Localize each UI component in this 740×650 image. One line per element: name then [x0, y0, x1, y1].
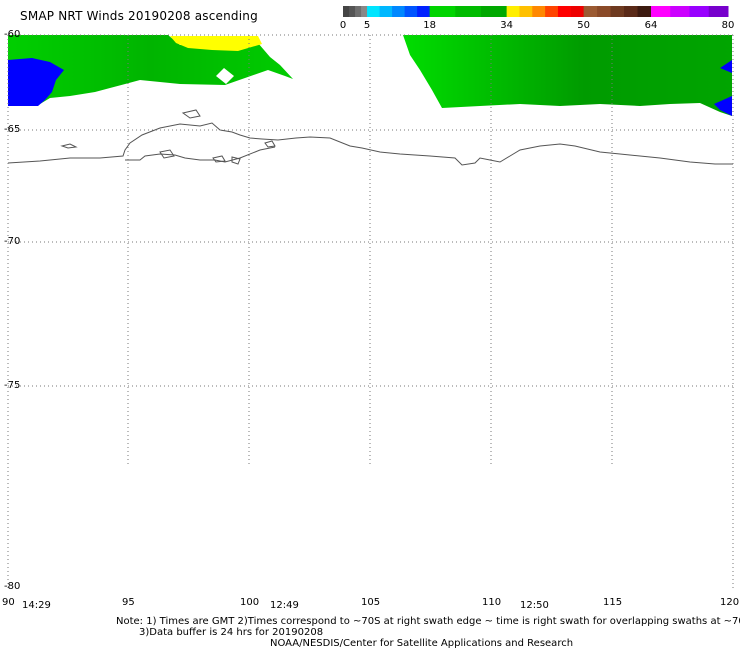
colorbar-label-64: 64 — [644, 20, 658, 31]
colorbar-swatch-0-2 — [355, 6, 362, 17]
lon-label-95: 95 — [122, 597, 135, 608]
small-island-1 — [60, 143, 78, 149]
coast-inlet — [125, 146, 276, 163]
colorbar-label-50: 50 — [577, 20, 590, 31]
colorbar-swatch-3-4 — [557, 6, 572, 17]
lon-label-120: 120 — [720, 597, 740, 608]
colorbar-swatch-5-0 — [651, 6, 671, 17]
lon-label-105: 105 — [361, 597, 381, 608]
colorbar-swatch-4-4 — [637, 6, 652, 17]
colorbar-label-5: 5 — [363, 20, 371, 31]
right-swath-green — [403, 35, 732, 116]
right-wind-swath — [403, 35, 732, 116]
colorbar-swatch-5-1 — [670, 6, 690, 17]
colorbar-swatch-1-4 — [417, 6, 431, 17]
colorbar-label-0: 0 — [339, 20, 347, 31]
colorbar-swatch-3-3 — [545, 6, 559, 17]
colorbar-swatch-3-5 — [570, 6, 585, 17]
colorbar-swatch-0-0 — [343, 6, 350, 17]
left-wind-swath — [8, 35, 293, 106]
small-island-2 — [181, 109, 201, 119]
time-label-1: 14:29 — [22, 600, 51, 611]
colorbar-swatch-5-2 — [689, 6, 710, 17]
colorbar-swatch-0-1 — [349, 6, 356, 17]
colorbar-swatch-0-3 — [361, 6, 368, 17]
time-label-3: 12:50 — [520, 600, 549, 611]
lat-label-70: -70 — [4, 236, 21, 247]
grid — [7, 34, 734, 590]
colorbar-swatch-3-1 — [519, 6, 533, 17]
colorbar-swatch-2-2 — [480, 6, 508, 17]
lon-label-90: 90 — [2, 597, 15, 608]
lat-label-80: -80 — [4, 581, 21, 592]
time-label-2: 12:49 — [270, 600, 299, 611]
left-swath-yellow — [170, 36, 262, 51]
colorbar-swatch-3-2 — [532, 6, 546, 17]
colorbar-swatch-1-0 — [367, 6, 381, 17]
lat-label-65: -65 — [4, 124, 21, 135]
note-line-2: 3)Data buffer is 24 hrs for 20190208 — [139, 627, 324, 638]
colorbar-label-80: 80 — [721, 20, 735, 31]
left-swath-green — [8, 35, 293, 104]
colorbar-swatch-4-0 — [583, 6, 598, 17]
note-line-3: NOAA/NESDIS/Center for Satellite Applica… — [270, 638, 574, 649]
colorbar-swatch-2-1 — [455, 6, 482, 17]
colorbar-swatch-1-3 — [404, 6, 418, 17]
colorbar-swatch-5-3 — [708, 6, 729, 17]
coastline — [7, 109, 733, 166]
lat-label-75: -75 — [4, 380, 21, 391]
colorbar-swatch-4-3 — [624, 6, 639, 17]
map-title: SMAP NRT Winds 20190208 ascending — [20, 9, 258, 23]
colorbar-swatch-4-1 — [597, 6, 612, 17]
lat-label-60: -60 — [4, 29, 21, 40]
note-line-1: Note: 1) Times are GMT 2)Times correspon… — [116, 616, 740, 627]
colorbar-label-18: 18 — [423, 20, 436, 31]
right-swath-blue-upper — [720, 60, 732, 73]
lon-label-100: 100 — [240, 597, 260, 608]
lon-label-115: 115 — [603, 597, 623, 608]
small-island-3 — [159, 149, 175, 159]
right-swath-blue-lower — [714, 96, 732, 116]
colorbar-swatch-3-0 — [506, 6, 520, 17]
lon-label-110: 110 — [482, 597, 502, 608]
colorbar-label-34: 34 — [500, 20, 513, 31]
small-island-6 — [212, 155, 226, 163]
colorbar-swatch-4-2 — [610, 6, 625, 17]
left-swath-gap — [216, 68, 234, 84]
colorbar-swatch-1-1 — [379, 6, 393, 17]
small-island-5 — [231, 156, 241, 165]
colorbar-swatch-1-2 — [392, 6, 406, 17]
colorbar-swatch-2-0 — [429, 6, 456, 17]
antarctic-coast — [7, 122, 733, 166]
left-swath-blue — [8, 58, 64, 106]
small-island-4 — [264, 140, 276, 148]
wind-speed-colorbar — [343, 6, 729, 17]
